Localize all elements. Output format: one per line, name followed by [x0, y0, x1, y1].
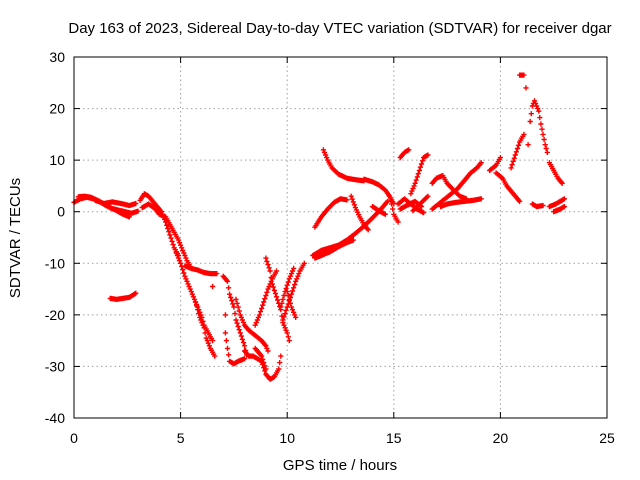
- data-point: [192, 299, 218, 359]
- data-point: [546, 160, 565, 186]
- y-tick-label: -40: [45, 410, 65, 426]
- data-point: [242, 348, 284, 382]
- data-track: [386, 193, 401, 225]
- data-track: [222, 312, 248, 367]
- data-point: [182, 263, 220, 277]
- data-point: [408, 152, 431, 197]
- data-track: [173, 250, 216, 344]
- data-point: [397, 147, 412, 161]
- data-point: [137, 191, 182, 259]
- data-point: [233, 296, 271, 354]
- data-track: [242, 348, 284, 382]
- data-track: [210, 283, 216, 290]
- data-track: [312, 196, 350, 230]
- data-track: [220, 273, 250, 358]
- x-axis-label: GPS time / hours: [283, 457, 397, 474]
- y-tick-label: -20: [45, 307, 65, 323]
- data-point: [284, 289, 299, 320]
- grid: [74, 57, 607, 418]
- data-point: [493, 170, 523, 204]
- y-tick-label: 0: [57, 204, 65, 220]
- data-track: [517, 72, 527, 78]
- data-track: [139, 201, 194, 271]
- data-point: [527, 98, 550, 155]
- data-track: [92, 197, 139, 209]
- data-point: [222, 312, 248, 367]
- data-point: [369, 204, 388, 217]
- data-series: [71, 72, 567, 382]
- data-point: [386, 193, 401, 225]
- x-tick-label: 15: [386, 430, 402, 446]
- chart-title: Day 163 of 2023, Sidereal Day-to-day VTE…: [68, 20, 611, 37]
- y-tick-label: -10: [45, 255, 65, 271]
- plot-frame: [73, 56, 608, 419]
- data-point: [173, 250, 216, 344]
- data-point: [551, 204, 567, 215]
- data-track: [252, 268, 280, 328]
- data-track: [182, 263, 220, 277]
- data-track: [107, 290, 139, 302]
- data-track: [546, 160, 565, 186]
- data-track: [320, 147, 367, 184]
- data-track: [233, 296, 271, 354]
- data-point: [252, 268, 280, 328]
- x-tick-label: 25: [599, 430, 615, 446]
- data-track: [429, 160, 484, 212]
- x-tick-label: 5: [177, 430, 185, 446]
- data-track: [284, 289, 299, 320]
- data-point: [438, 196, 484, 210]
- data-track: [487, 155, 503, 174]
- data-point: [487, 155, 503, 174]
- data-track: [529, 201, 546, 210]
- x-tick-label: 20: [493, 430, 509, 446]
- data-track: [493, 170, 523, 204]
- y-tick-label: 20: [49, 101, 65, 117]
- data-track: [408, 152, 431, 197]
- x-tick-label: 0: [70, 430, 78, 446]
- data-track: [137, 191, 182, 259]
- data-point: [517, 72, 527, 78]
- data-point: [429, 160, 484, 212]
- data-point: [348, 193, 371, 233]
- data-point: [508, 131, 527, 171]
- data-point: [252, 345, 269, 372]
- data-track: [438, 196, 484, 210]
- data-point: [220, 273, 250, 358]
- data-point: [280, 260, 307, 323]
- data-track: [192, 299, 218, 359]
- x-axis: 0 5 10 15 20 25: [70, 57, 615, 446]
- data-point: [529, 201, 546, 210]
- data-point: [92, 197, 139, 209]
- data-point: [525, 142, 531, 148]
- data-track: [280, 260, 307, 323]
- data-point: [320, 147, 367, 184]
- data-track: [508, 131, 527, 171]
- data-track: [369, 204, 388, 217]
- y-axis: -40 -30 -20 -10 0 10 20 30: [45, 49, 607, 426]
- data-track: [348, 193, 371, 233]
- data-point: [312, 196, 350, 230]
- data-track: [523, 85, 529, 91]
- data-track: [546, 196, 567, 210]
- data-track: [551, 204, 567, 215]
- y-axis-label: SDTVAR / TECUs: [7, 178, 24, 298]
- data-track: [252, 345, 269, 372]
- data-point: [210, 283, 216, 290]
- y-tick-label: 10: [49, 152, 65, 168]
- data-point: [139, 201, 194, 271]
- data-point: [410, 193, 431, 214]
- y-tick-label: -30: [45, 358, 65, 374]
- data-point: [523, 85, 529, 91]
- x-tick-label: 10: [279, 430, 295, 446]
- data-point: [107, 290, 139, 302]
- y-tick-label: 30: [49, 49, 65, 65]
- data-point: [546, 196, 567, 210]
- data-track: [525, 142, 531, 148]
- data-track: [397, 147, 412, 161]
- data-track: [410, 193, 431, 214]
- data-track: [527, 98, 550, 155]
